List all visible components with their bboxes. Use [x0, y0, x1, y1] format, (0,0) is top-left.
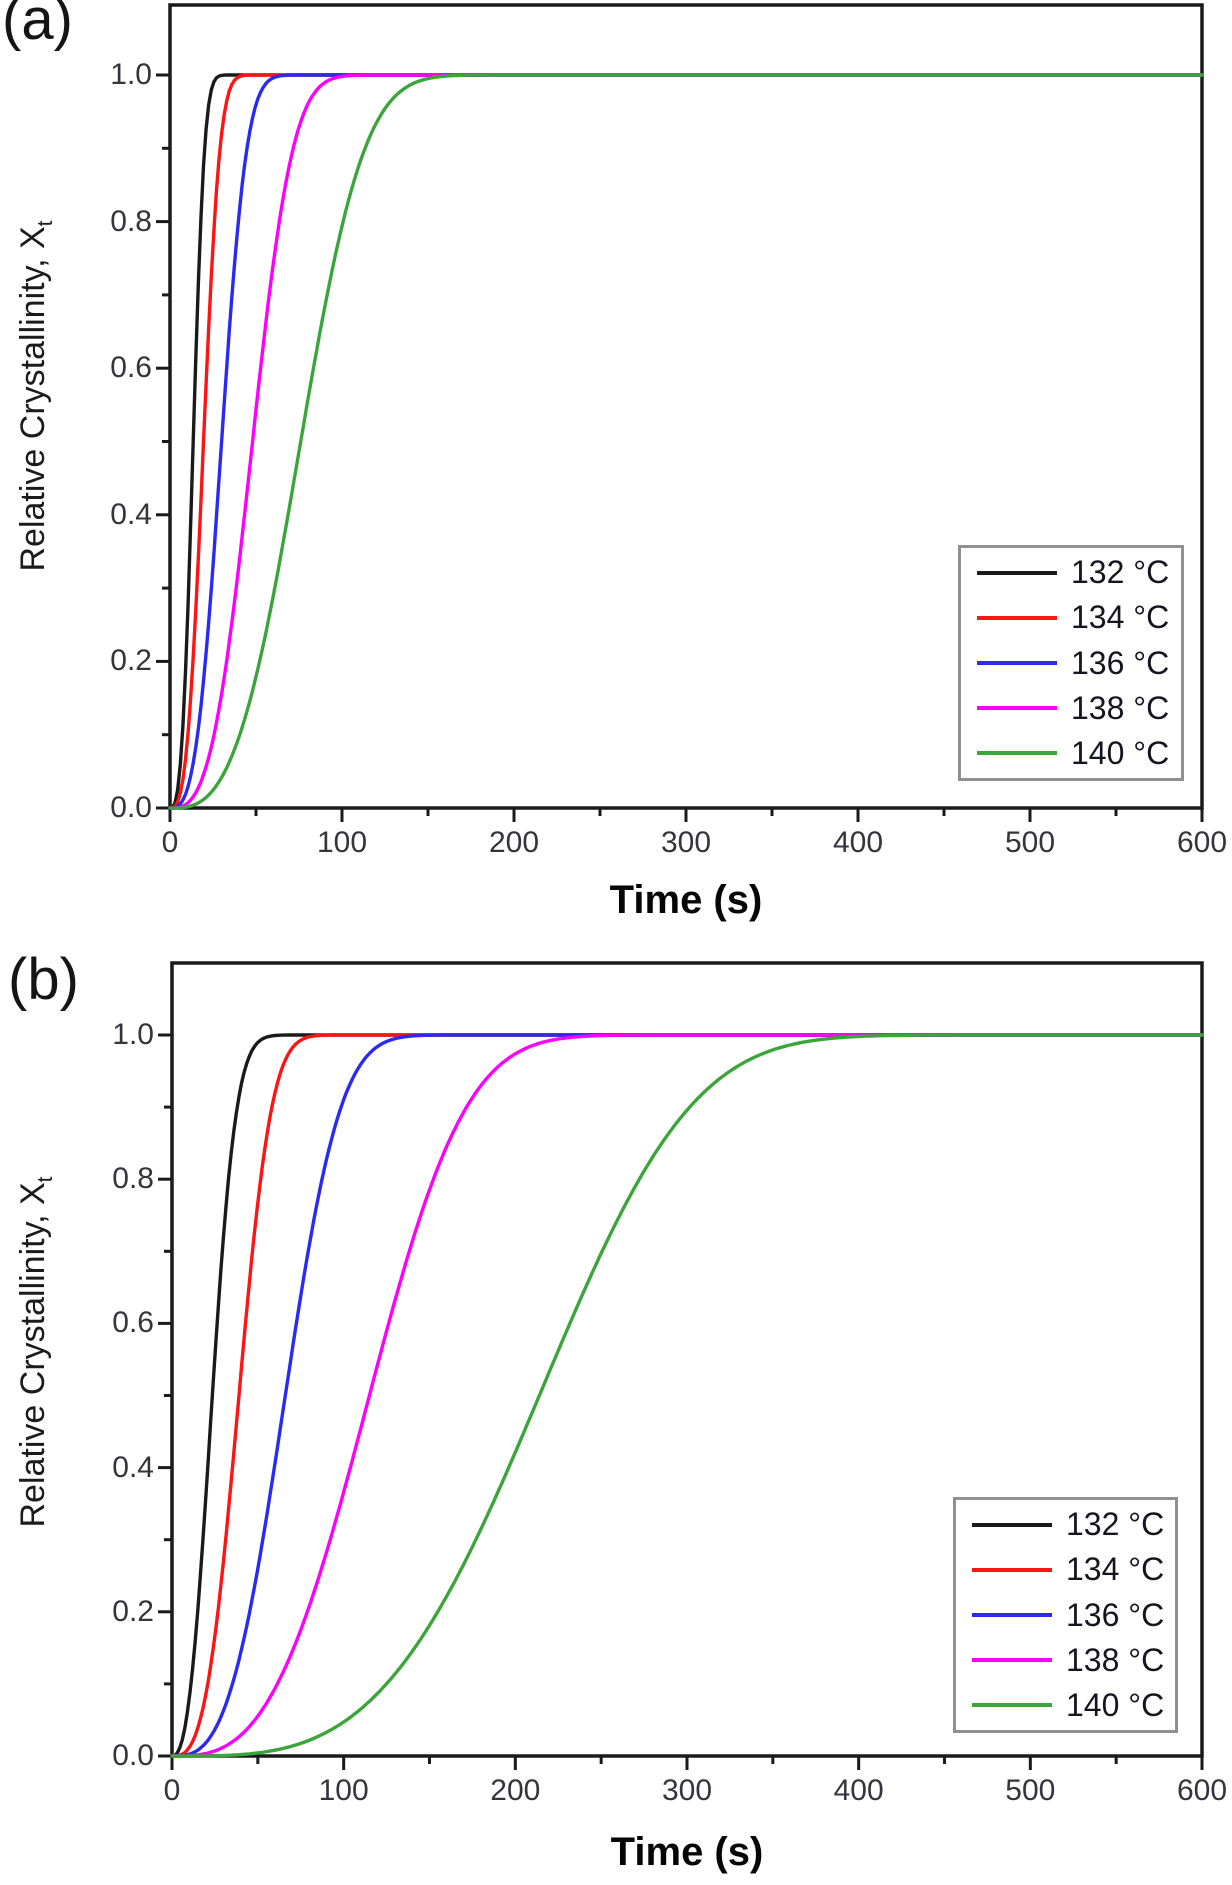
- legend-entry-label: 138 °C: [1071, 689, 1170, 726]
- legend-entry-label: 134 °C: [1066, 1551, 1165, 1588]
- y-tick-label: 0.0: [110, 791, 152, 824]
- panel-b-y-axis-title-text: Relative Crystallinity, X: [14, 1182, 53, 1528]
- x-tick-label: 200: [488, 826, 540, 859]
- panel-b-y-axis-title: Relative Crystallinity, Xt: [14, 1177, 58, 1528]
- x-tick-label: 100: [318, 1774, 369, 1807]
- legend-row: 138 °C: [956, 1638, 1175, 1683]
- legend-line-sample: [972, 1613, 1052, 1617]
- y-tick-label: 1.0: [112, 1018, 154, 1051]
- x-tick-label: 300: [660, 826, 712, 859]
- x-tick-label: 400: [832, 826, 884, 859]
- panel-a-y-axis-title-subscript: t: [33, 220, 57, 227]
- legend-row: 140 °C: [956, 1683, 1175, 1728]
- y-tick-label: 0.2: [112, 1594, 154, 1628]
- legend-entry-label: 136 °C: [1066, 1596, 1165, 1633]
- legend-line-sample: [977, 570, 1057, 575]
- legend-line-sample: [977, 706, 1057, 711]
- panel-b-legend: 132 °C 134 °C 136 °C 138 °C 140 °C: [953, 1497, 1178, 1733]
- y-tick-label: 0.8: [112, 1162, 154, 1196]
- legend-entry-label: 140 °C: [1071, 734, 1170, 771]
- x-tick-label: 300: [661, 1774, 713, 1807]
- legend-line-sample: [977, 751, 1057, 756]
- y-tick-label: 0.6: [112, 1306, 154, 1340]
- y-tick-label: 0.8: [110, 204, 152, 238]
- panel-a-plot-area: [156, 3, 1204, 822]
- panel-a-x-axis-title: Time (s): [609, 878, 763, 922]
- legend-line-sample: [972, 1567, 1052, 1572]
- panel-b-y-axis-title-subscript: t: [33, 1176, 57, 1183]
- x-tick-label: 100: [316, 826, 368, 859]
- legend-entry-label: 140 °C: [1066, 1686, 1165, 1723]
- panel-a-letter: (a): [2, 0, 73, 52]
- panel-a-y-axis-title: Relative Crystallinity, Xt: [14, 221, 58, 572]
- legend-line-sample: [972, 1658, 1052, 1663]
- legend-line-sample: [977, 615, 1057, 620]
- x-tick-label: 0: [163, 1774, 181, 1807]
- legend-row: 134 °C: [961, 595, 1181, 640]
- legend-entry-label: 138 °C: [1066, 1641, 1165, 1678]
- series-curve-140C: [168, 73, 1204, 810]
- legend-row: 134 °C: [956, 1547, 1175, 1592]
- y-tick-label: 0.0: [112, 1739, 154, 1772]
- legend-line-sample: [977, 661, 1057, 665]
- legend-row: 140 °C: [961, 731, 1181, 776]
- legend-line-sample: [972, 1703, 1052, 1708]
- x-tick-label: 400: [833, 1774, 884, 1807]
- panel-b-plot-area: [158, 961, 1204, 1770]
- panel-b-letter: (b): [8, 947, 79, 1012]
- legend-row: 132 °C: [961, 550, 1181, 595]
- y-tick-label: 0.2: [110, 644, 152, 678]
- x-tick-label: 200: [490, 1774, 541, 1807]
- series-curve-140C: [170, 1033, 1204, 1758]
- legend-entry-label: 132 °C: [1066, 1506, 1165, 1543]
- panel-a-legend: 132 °C 134 °C 136 °C 138 °C 140 °C: [958, 545, 1184, 781]
- y-tick-label: 0.4: [110, 497, 152, 531]
- x-tick-label: 500: [1004, 826, 1056, 859]
- legend-row: 136 °C: [956, 1592, 1175, 1637]
- legend-line-sample: [972, 1522, 1052, 1527]
- legend-entry-label: 136 °C: [1071, 644, 1170, 681]
- legend-entry-label: 134 °C: [1071, 599, 1170, 636]
- x-tick-label: 500: [1005, 1774, 1056, 1807]
- legend-row: 132 °C: [956, 1502, 1175, 1547]
- y-tick-label: 0.6: [110, 351, 152, 385]
- panel-a-y-axis-title-text: Relative Crystallinity, X: [14, 226, 53, 572]
- legend-entry-label: 132 °C: [1071, 554, 1170, 591]
- legend-row: 138 °C: [961, 686, 1181, 731]
- x-tick-label: 600: [1176, 1774, 1228, 1807]
- y-tick-label: 1.0: [110, 58, 152, 91]
- y-tick-label: 0.4: [112, 1450, 154, 1484]
- x-tick-label: 600: [1176, 826, 1228, 859]
- legend-row: 136 °C: [961, 640, 1181, 685]
- x-tick-label: 0: [161, 826, 179, 859]
- panel-b-x-axis-title: Time (s): [610, 1830, 764, 1874]
